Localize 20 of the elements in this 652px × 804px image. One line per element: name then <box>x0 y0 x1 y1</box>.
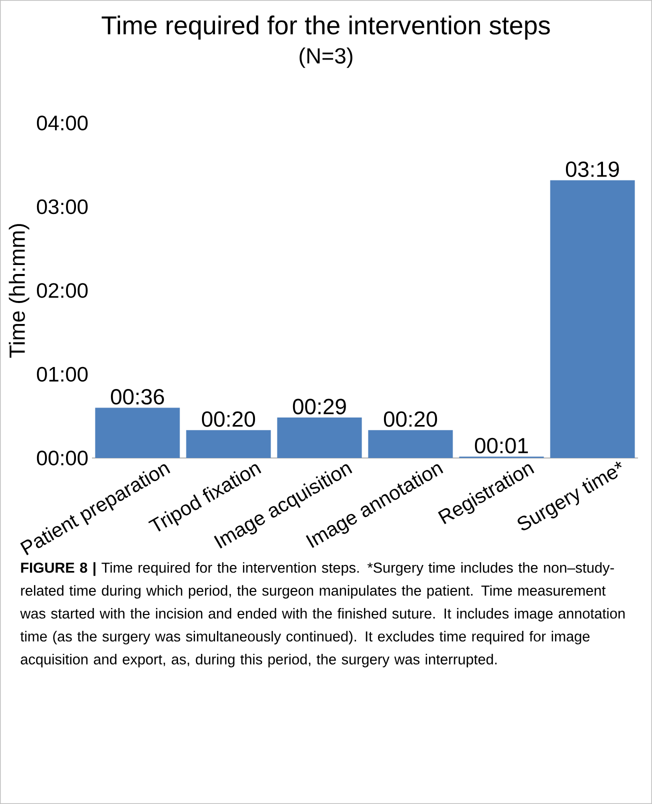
bar <box>368 430 453 458</box>
text: FIGURE 8 | Time required for the intervention steps. *Surgery time includes the non–study-related time during which period, the surgeon manipulates the patient. Time measurement was started with the incision and ended with the finished suture. It includes image annotation time (as the surgery was simultaneously continued). It excludes time required for image acquisition and export, as, during this period, the surgery was interrupted. <box>20 562 625 668</box>
y-tick-label: 00:00 <box>36 450 88 466</box>
data-label: 00:20 <box>384 411 438 427</box>
data-label: 00:01 <box>474 438 528 454</box>
bar <box>550 180 635 458</box>
bar <box>95 408 180 458</box>
y-tick-label: 04:00 <box>36 116 88 130</box>
y-tick-label: 03:00 <box>36 199 88 214</box>
bar <box>277 418 362 458</box>
data-label: 00:36 <box>110 389 164 405</box>
bar <box>186 430 271 458</box>
data-label: 03:19 <box>566 161 619 178</box>
y-axis-title: Time (hh:mm) <box>8 224 30 358</box>
y-tick-label: 01:00 <box>36 366 88 382</box>
chart-subtitle: (N=3) <box>300 48 352 68</box>
chart-title: Time required for the intervention steps <box>102 16 550 40</box>
data-label: 00:20 <box>202 411 256 427</box>
data-label: 00:29 <box>292 398 346 414</box>
y-tick-label: 02:00 <box>36 283 88 298</box>
